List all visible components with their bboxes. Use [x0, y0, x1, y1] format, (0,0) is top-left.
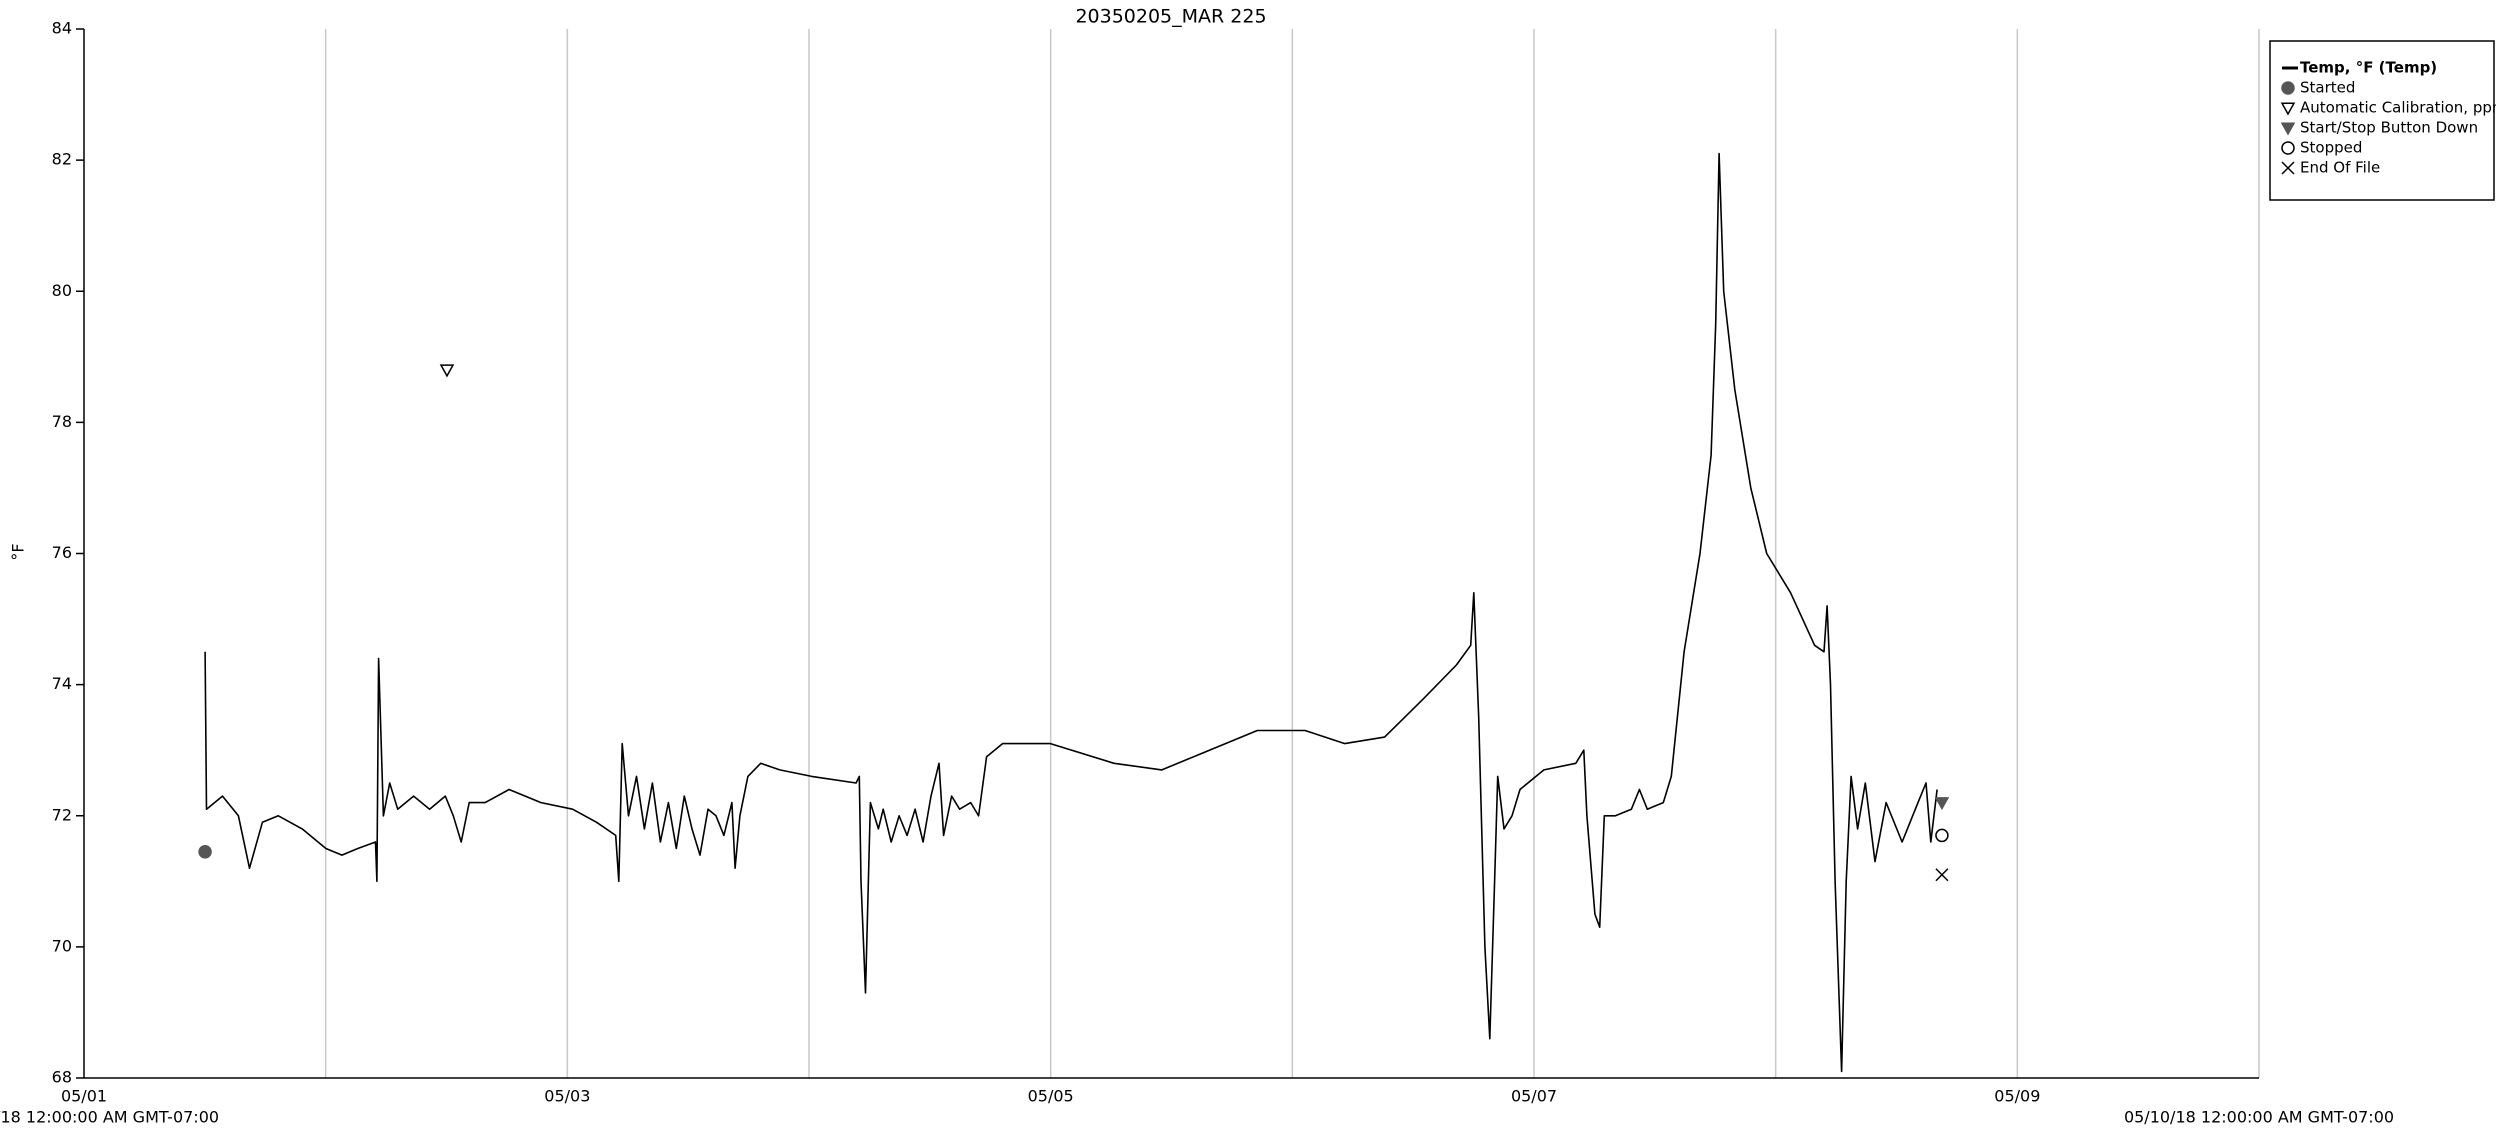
chart-title: 20350205_MAR 225 [1075, 6, 1266, 28]
legend-box [2269, 40, 2495, 201]
legend-symbol [2280, 102, 2296, 116]
legend-label: Start/Stop Button Down [2300, 119, 2478, 137]
y-tick-label: 80 [52, 281, 72, 300]
x-tick-label: 05/03 [544, 1087, 590, 1106]
event-marker [198, 845, 212, 859]
x-tick-label: 05/01 [61, 1087, 107, 1106]
legend-label: Stopped [2300, 139, 2362, 157]
y-tick-label: 72 [52, 805, 72, 824]
y-tick-label: 82 [52, 150, 72, 169]
event-marker [439, 364, 455, 378]
legend-label: End Of File [2300, 159, 2380, 177]
legend-symbol [2281, 161, 2295, 175]
legend-symbol [2281, 141, 2295, 155]
event-marker [1935, 868, 1949, 882]
x-tick-label: 05/09 [1994, 1087, 2040, 1106]
x-tick-label: 05/07 [1511, 1087, 1557, 1106]
y-tick-label: 78 [52, 412, 72, 431]
event-marker [1934, 797, 1950, 811]
y-tick-label: 68 [52, 1068, 72, 1087]
legend-symbol [2280, 122, 2296, 136]
legend-label: Temp, °F (Temp) [2300, 59, 2437, 77]
x-end-label: 05/10/18 12:00:00 AM GMT-07:00 [2124, 1108, 2394, 1127]
legend-label: Started [2300, 79, 2355, 97]
legend-symbol [2281, 81, 2295, 95]
x-start-label: 05/01/18 12:00:00 AM GMT-07:00 [0, 1108, 219, 1127]
event-marker [1935, 828, 1949, 843]
x-tick-label: 05/05 [1028, 1087, 1074, 1106]
y-axis-label: °F [9, 543, 28, 560]
y-tick-label: 70 [52, 936, 72, 955]
y-tick-label: 74 [52, 674, 72, 693]
data-line [204, 152, 1938, 1073]
y-tick-label: 76 [52, 543, 72, 562]
y-tick-label: 84 [52, 19, 72, 38]
legend-label: Automatic Calibration, ppm [2300, 99, 2496, 117]
